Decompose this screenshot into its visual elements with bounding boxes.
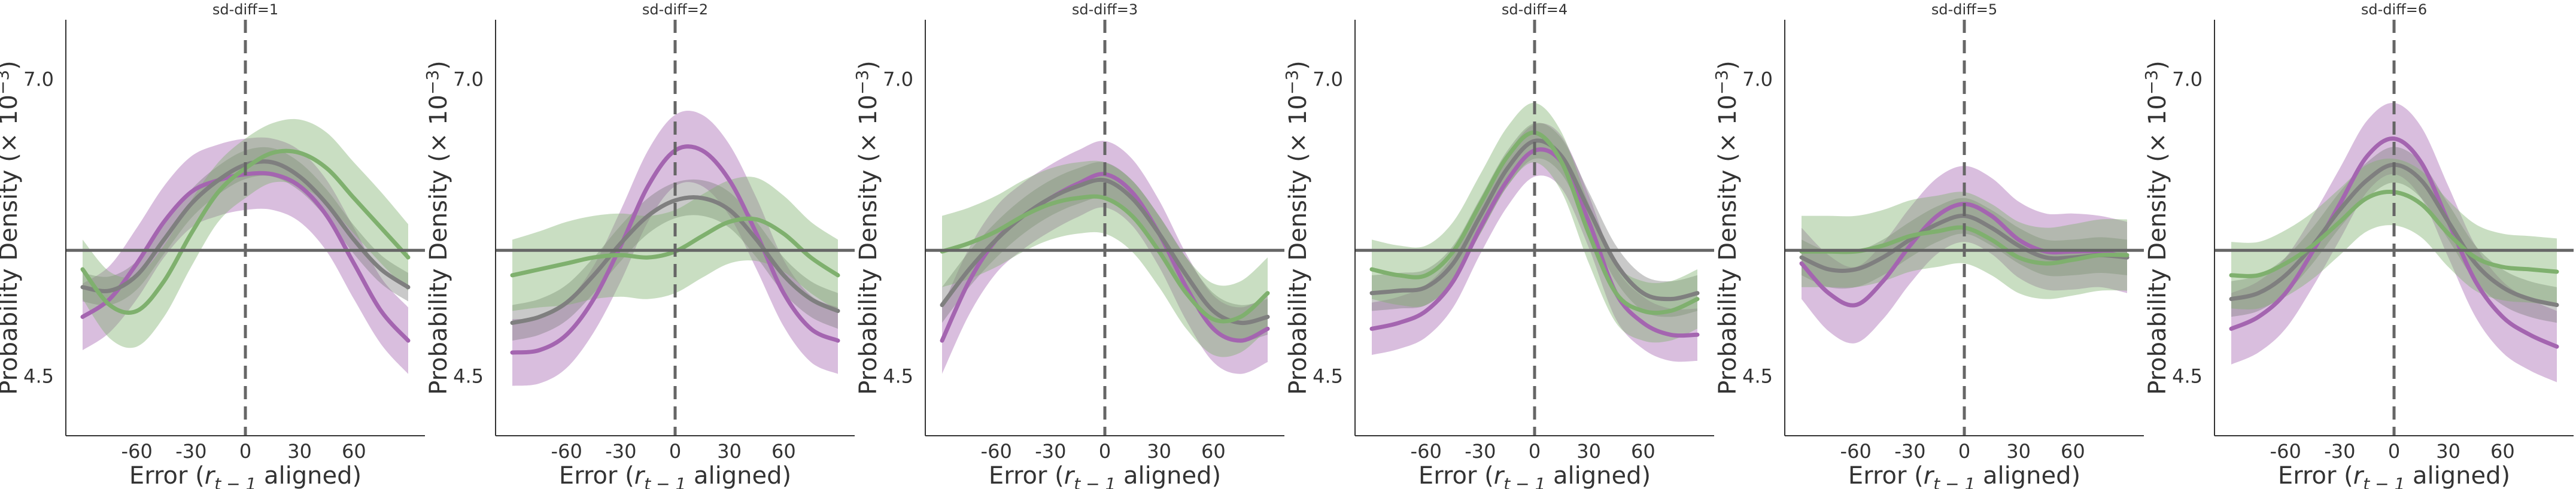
y-tick-label: 7.0 [453, 68, 484, 90]
y-tick-label: 4.5 [453, 365, 484, 388]
x-tick-label: 30 [2006, 440, 2031, 463]
subplot-5: sd-diff=5 -60 -30 0 30 60 4.5 7.0 Error (rt − 1 … [1712, 1, 2144, 489]
ci-band-green [1372, 102, 1697, 343]
series-line-green [80, 148, 411, 315]
ci-band-gray [1372, 123, 1697, 317]
y-tick-label: 7.0 [883, 68, 913, 90]
series-line-green [940, 194, 1270, 324]
x-tick-label: 60 [1201, 440, 1226, 463]
subplot-title: sd-diff=5 [1931, 1, 1997, 18]
y-tick-label: 4.5 [883, 365, 913, 388]
x-tick-label: -60 [1840, 440, 1872, 463]
x-axis-label: Error (rt − 1 aligned) [989, 462, 1221, 489]
x-tick-label: -30 [1465, 440, 1496, 463]
y-tick-label: 4.5 [23, 365, 54, 388]
series-line-gray [510, 195, 840, 325]
y-tick-label: 7.0 [2172, 68, 2203, 90]
y-axis-label: Probability Density (× 10−3) [1712, 60, 1742, 395]
x-axis-label: Error (rt − 1 aligned) [1418, 462, 1651, 489]
ci-band-green [942, 160, 1268, 357]
x-axis-label: Error (rt − 1 aligned) [2278, 462, 2510, 489]
subplot-4: sd-diff=4 -60 -30 0 30 60 4.5 7.0 Error (rt − 1 … [1282, 1, 1714, 489]
x-tick-label: -30 [2324, 440, 2355, 463]
ci-band-gray [1802, 198, 2127, 289]
subplot-title: sd-diff=6 [2361, 1, 2427, 18]
x-tick-label: 0 [1099, 440, 1111, 463]
x-tick-label: 0 [669, 440, 681, 463]
series-line-gray [940, 177, 1270, 325]
x-tick-label: 30 [717, 440, 742, 463]
x-axis-label: Error (rt − 1 aligned) [129, 462, 362, 489]
subplot-title: sd-diff=2 [642, 1, 708, 18]
ci-band-purple [2231, 102, 2557, 382]
subplot-title: sd-diff=3 [1072, 1, 1138, 18]
x-tick-label: 0 [239, 440, 251, 463]
x-tick-label: 30 [1576, 440, 1601, 463]
x-tick-label: -60 [2270, 440, 2301, 463]
ci-band-purple [512, 111, 838, 386]
y-axis-label: Probability Density (× 10−3) [0, 60, 23, 395]
subplot-6: sd-diff=6 -60 -30 0 30 60 4.5 7.0 Error (rt − 1 … [2141, 1, 2574, 489]
x-tick-label: -30 [175, 440, 206, 463]
subplot-1: sd-diff=1 -60 -30 0 30 60 4.5 7.0 Error (rt − 1 … [0, 1, 425, 489]
x-tick-label: -30 [605, 440, 636, 463]
x-tick-label: 0 [1529, 440, 1541, 463]
x-tick-label: 60 [2061, 440, 2085, 463]
y-axis-label: Probability Density (× 10−3) [852, 60, 882, 395]
y-tick-label: 7.0 [1313, 68, 1343, 90]
x-tick-label: 30 [287, 440, 312, 463]
x-tick-label: 0 [1958, 440, 1970, 463]
subplot-title: sd-diff=4 [1502, 1, 1568, 18]
ci-band-green [83, 119, 408, 348]
ci-band-green [2231, 158, 2557, 309]
ci-band-purple [1802, 166, 2127, 344]
x-tick-label: -60 [121, 440, 153, 463]
x-tick-label: 30 [1147, 440, 1171, 463]
series-line-purple [2229, 136, 2559, 349]
x-tick-label: 60 [2490, 440, 2515, 463]
x-tick-label: -60 [1411, 440, 1442, 463]
subplot-3: sd-diff=3 -60 -30 0 30 60 4.5 7.0 Error (rt − 1 … [852, 1, 1284, 489]
ci-band-purple [1372, 123, 1697, 362]
x-tick-label: 60 [1631, 440, 1655, 463]
x-axis-label: Error (rt − 1 aligned) [559, 462, 791, 489]
ci-band-gray [942, 162, 1268, 341]
x-tick-label: 30 [2436, 440, 2460, 463]
ci-band-purple [942, 141, 1268, 374]
y-axis-label: Probability Density (× 10−3) [423, 60, 452, 395]
y-axis-label: Probability Density (× 10−3) [1282, 60, 1312, 395]
series-line-gray [1369, 138, 1700, 302]
x-tick-label: 60 [771, 440, 796, 463]
y-tick-label: 7.0 [23, 68, 54, 90]
ci-band-purple [83, 137, 408, 374]
x-tick-label: -60 [551, 440, 582, 463]
y-tick-label: 4.5 [1313, 365, 1343, 388]
y-axis-label: Probability Density (× 10−3) [2141, 60, 2171, 395]
y-tick-label: 4.5 [2172, 365, 2203, 388]
x-axis-label: Error (rt − 1 aligned) [1848, 462, 2080, 489]
y-tick-label: 4.5 [1742, 365, 1773, 388]
subplot-2: sd-diff=2 -60 -30 0 30 60 4.5 7.0 Error (rt − 1 … [423, 1, 855, 489]
x-tick-label: 0 [2388, 440, 2400, 463]
series-line-green [1369, 130, 1700, 315]
x-tick-label: -60 [981, 440, 1012, 463]
x-tick-label: -30 [1035, 440, 1066, 463]
x-tick-label: -30 [1894, 440, 1925, 463]
x-tick-label: 60 [342, 440, 366, 463]
subplot-title: sd-diff=1 [212, 1, 278, 18]
y-tick-label: 7.0 [1742, 68, 1773, 90]
